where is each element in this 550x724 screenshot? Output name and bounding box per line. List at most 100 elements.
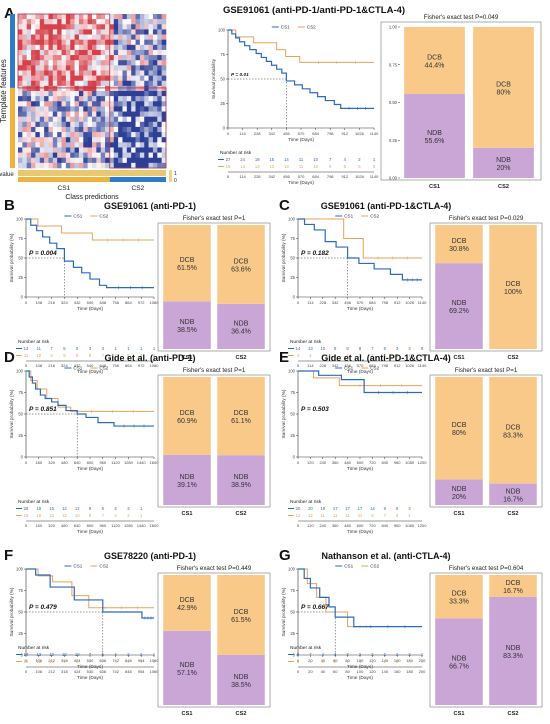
- heatmap-cell: [96, 29, 101, 35]
- heatmap-cell: [87, 106, 93, 112]
- heatmap-cell: [70, 106, 75, 112]
- heatmap-cell: [96, 111, 101, 117]
- heatmap-cell: [105, 44, 110, 51]
- heatmap-cell: [57, 111, 62, 117]
- y-tick-label: 50: [18, 610, 23, 615]
- heatmap-cell: [100, 60, 106, 66]
- heatmap-cell: [52, 24, 58, 30]
- heatmap-cell: [157, 65, 162, 71]
- heatmap-cell: [157, 85, 162, 92]
- legend-label: CS1: [73, 366, 82, 371]
- heatmap-cell: [148, 44, 154, 51]
- heatmap-cell: [144, 34, 149, 40]
- heatmap-cell: [144, 85, 149, 92]
- bar-panel-frame: [429, 374, 543, 508]
- heatmap-cell: [118, 157, 123, 164]
- heatmap-cell: [48, 14, 54, 20]
- heatmap-cell: [44, 106, 49, 112]
- heatmap-cell: [109, 60, 115, 66]
- km-title: Nathanson et al. (anti-CTLA-4): [321, 551, 450, 561]
- segment-value-dcb: 16.7%: [503, 588, 523, 595]
- heatmap-cell: [105, 152, 110, 159]
- heatmap-cell: [126, 142, 132, 148]
- heatmap-cell: [135, 106, 141, 112]
- heatmap-cell: [113, 96, 119, 102]
- x-tick-label: 1440: [137, 460, 147, 465]
- heatmap-cell: [35, 29, 41, 35]
- heatmap-cell: [126, 19, 132, 25]
- heatmap-cell: [148, 142, 154, 148]
- heatmap-cell: [105, 70, 110, 76]
- risk-tick-label: 1080: [150, 363, 160, 368]
- fisher-test-title: Fisher's exact test P=1: [455, 367, 518, 374]
- heatmap-cell: [31, 14, 36, 20]
- heatmap-cell: [122, 152, 128, 159]
- heatmap-cell: [131, 162, 136, 169]
- heatmap-cell: [65, 39, 71, 46]
- heatmap-cell: [70, 157, 75, 164]
- heatmap-cell: [152, 142, 158, 148]
- heatmap-cell: [18, 147, 23, 153]
- heatmap-cell: [152, 44, 158, 51]
- heatmap-cell: [57, 142, 62, 148]
- risk-tick-label: 100: [357, 669, 364, 674]
- heatmap-cell: [78, 132, 84, 138]
- heatmap-cell: [61, 121, 67, 128]
- heatmap-cell: [100, 14, 106, 20]
- heatmap-cell: [105, 80, 110, 87]
- segment-name-dcb: DCB: [180, 410, 195, 417]
- heatmap-cell: [48, 142, 54, 148]
- heatmap-cell: [144, 19, 149, 25]
- y-tick-label: 25: [18, 433, 23, 438]
- heatmap-cell: [22, 142, 27, 148]
- heatmap-cell: [48, 60, 54, 66]
- heatmap-cell: [31, 60, 36, 66]
- survival-curve-cs1: [298, 370, 422, 394]
- heatmap-cell: [92, 152, 97, 159]
- segment-name-ndb: NDB: [496, 157, 511, 164]
- heatmap-cell: [96, 85, 101, 92]
- risk-cell: 17: [358, 506, 363, 511]
- heatmap-cell: [74, 126, 80, 133]
- heatmap-cell: [122, 116, 128, 123]
- heatmap-cell: [78, 101, 84, 107]
- heatmap-cell: [96, 44, 101, 51]
- risk-title: Number at risk: [290, 339, 322, 345]
- heatmap-cell: [52, 111, 58, 117]
- y-tick-label: 50: [290, 256, 295, 261]
- heatmap-cell: [87, 91, 93, 97]
- heatmap-cell: [57, 19, 62, 25]
- heatmap-cell: [26, 152, 32, 159]
- heatmap-cell: [70, 101, 75, 107]
- km-title: Gide et al. (anti-PD-1): [104, 353, 195, 363]
- segment-name-ndb: NDB: [180, 474, 195, 481]
- heatmap-cell: [78, 75, 84, 82]
- heatmap-cell: [61, 106, 67, 112]
- heatmap-cell: [157, 121, 162, 128]
- heatmap-cell: [157, 49, 162, 56]
- heatmap-cell: [26, 70, 32, 76]
- heatmap-cell: [113, 157, 119, 164]
- y-tick-label: 50: [290, 610, 295, 615]
- heatmap-cell: [48, 70, 54, 76]
- heatmap-cell: [52, 142, 58, 148]
- heatmap-cell: [148, 65, 154, 71]
- risk-cell: 13: [308, 346, 313, 351]
- heatmap-cell: [48, 162, 54, 169]
- heatmap-cell: [96, 106, 101, 112]
- segment-name-ndb: NDB: [180, 319, 195, 326]
- heatmap-cell: [113, 55, 119, 61]
- x-tick-label: 324: [61, 300, 68, 305]
- heatmap-cell: [61, 60, 67, 66]
- x-tick-label: 80: [345, 658, 350, 663]
- risk-cell: 3: [371, 353, 374, 358]
- heatmap-cell: [61, 162, 67, 169]
- x-tick-label: 360: [332, 460, 339, 465]
- heatmap-cell: [31, 132, 36, 138]
- heatmap-cell: [39, 14, 45, 20]
- heatmap-cell: [18, 121, 23, 128]
- survival-curve-cs1: [228, 29, 374, 109]
- heatmap-cell: [92, 121, 97, 128]
- heatmap-cell: [22, 39, 27, 46]
- heatmap-cell: [18, 137, 23, 143]
